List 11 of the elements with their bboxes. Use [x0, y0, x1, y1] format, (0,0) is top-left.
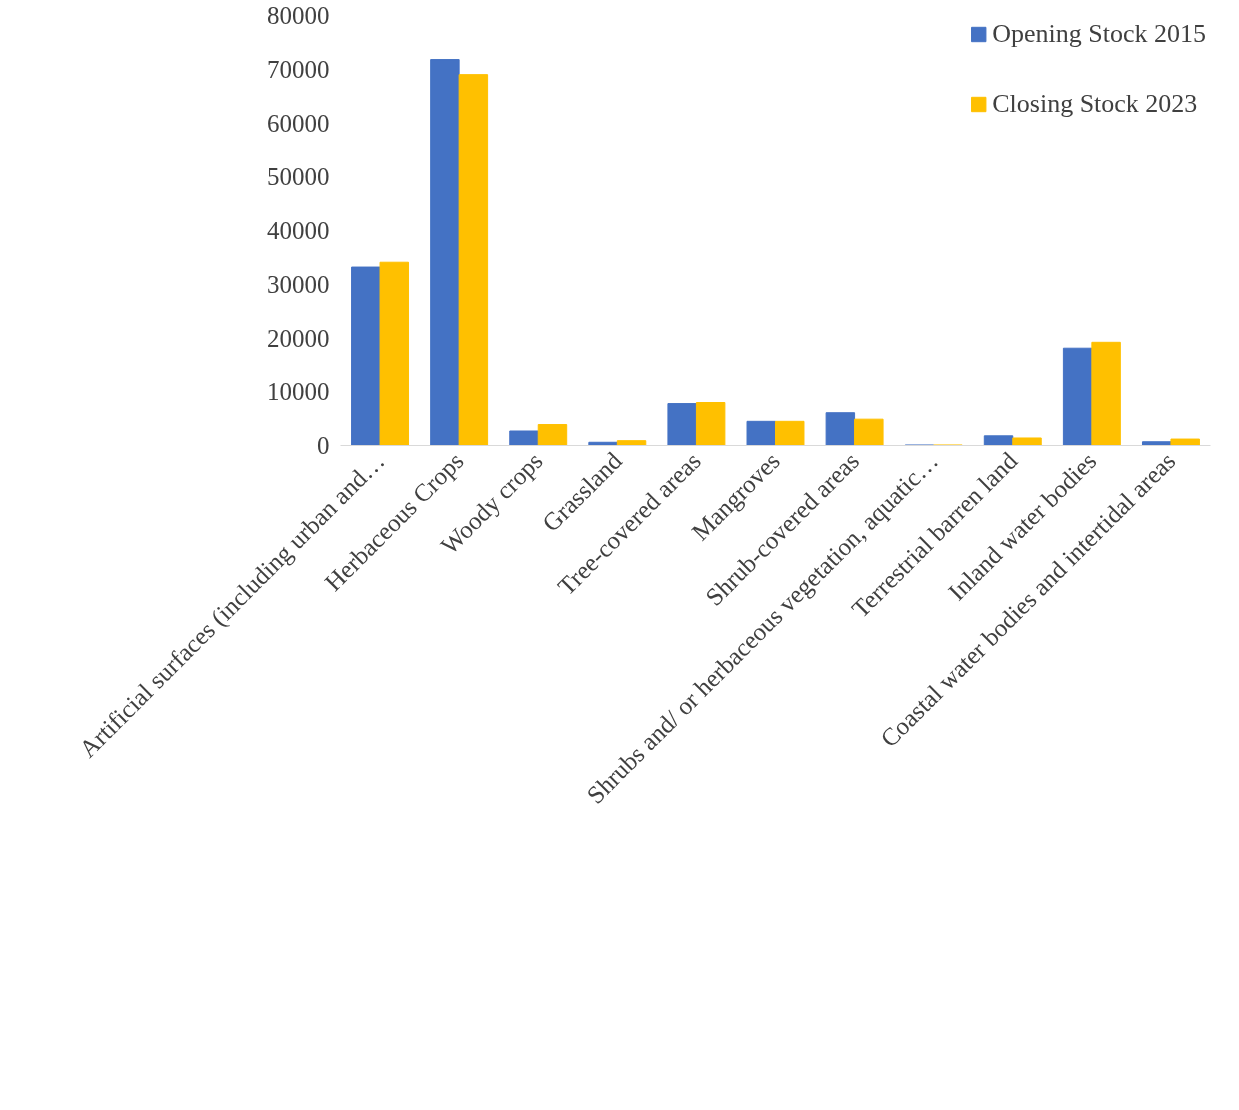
y-tick-label: 70000 — [267, 55, 330, 83]
y-tick-label: 80000 — [267, 2, 330, 29]
y-tick-label: 20000 — [267, 324, 330, 352]
y-tick-label: 60000 — [267, 109, 330, 137]
y-tick-label: 10000 — [267, 378, 330, 406]
y-tick-label: 50000 — [267, 163, 330, 191]
y-tick-label: 30000 — [267, 270, 330, 298]
y-tick-label: 0 — [317, 432, 330, 459]
legend-label: Closing Stock 2023 — [992, 89, 1198, 119]
legend-label: Opening Stock 2015 — [992, 19, 1206, 49]
y-tick-label: 40000 — [267, 217, 330, 244]
